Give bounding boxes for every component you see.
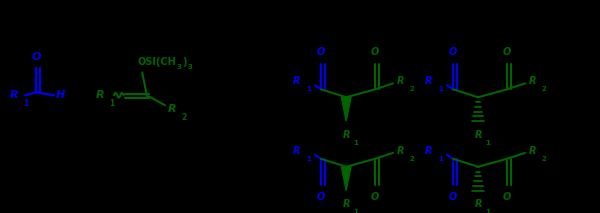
Text: 3: 3 [177, 63, 182, 69]
Text: R: R [475, 200, 482, 209]
Text: R: R [425, 146, 433, 156]
Text: 1: 1 [306, 86, 311, 92]
Text: 3: 3 [187, 63, 192, 69]
Text: O: O [503, 47, 511, 57]
Text: 2: 2 [410, 86, 415, 92]
Text: R: R [168, 104, 176, 114]
Text: R: R [96, 90, 104, 100]
Text: 1: 1 [438, 86, 443, 92]
Text: 2: 2 [410, 156, 415, 162]
Text: 1: 1 [353, 140, 358, 146]
Text: R: R [529, 146, 536, 156]
Text: O: O [503, 191, 511, 201]
Text: R: R [529, 76, 536, 86]
Text: O: O [317, 191, 325, 201]
Text: 1: 1 [438, 156, 443, 162]
Text: 2: 2 [542, 156, 547, 162]
Text: 1: 1 [23, 99, 28, 108]
Text: O: O [371, 191, 379, 201]
Polygon shape [341, 167, 351, 191]
Text: R: R [397, 146, 404, 156]
Text: R: R [425, 76, 433, 86]
Text: 2: 2 [542, 86, 547, 92]
Text: 1: 1 [306, 156, 311, 162]
Text: O: O [317, 47, 325, 57]
Text: 1: 1 [485, 140, 490, 146]
Text: R: R [397, 76, 404, 86]
Text: R: R [293, 146, 301, 156]
Text: OSI(CH: OSI(CH [138, 56, 177, 66]
Text: O: O [449, 191, 457, 201]
Text: H: H [55, 90, 65, 100]
Polygon shape [341, 97, 351, 121]
Text: 1: 1 [109, 99, 115, 108]
Text: 2: 2 [181, 113, 187, 122]
Text: R: R [343, 130, 350, 140]
Text: O: O [449, 47, 457, 57]
Text: 1: 1 [485, 209, 490, 213]
Text: R: R [293, 76, 301, 86]
Text: 1: 1 [353, 209, 358, 213]
Text: O: O [371, 47, 379, 57]
Text: R: R [475, 130, 482, 140]
Text: R: R [343, 200, 350, 209]
Text: R: R [10, 90, 18, 100]
Text: O: O [31, 52, 41, 62]
Text: ): ) [182, 56, 186, 66]
